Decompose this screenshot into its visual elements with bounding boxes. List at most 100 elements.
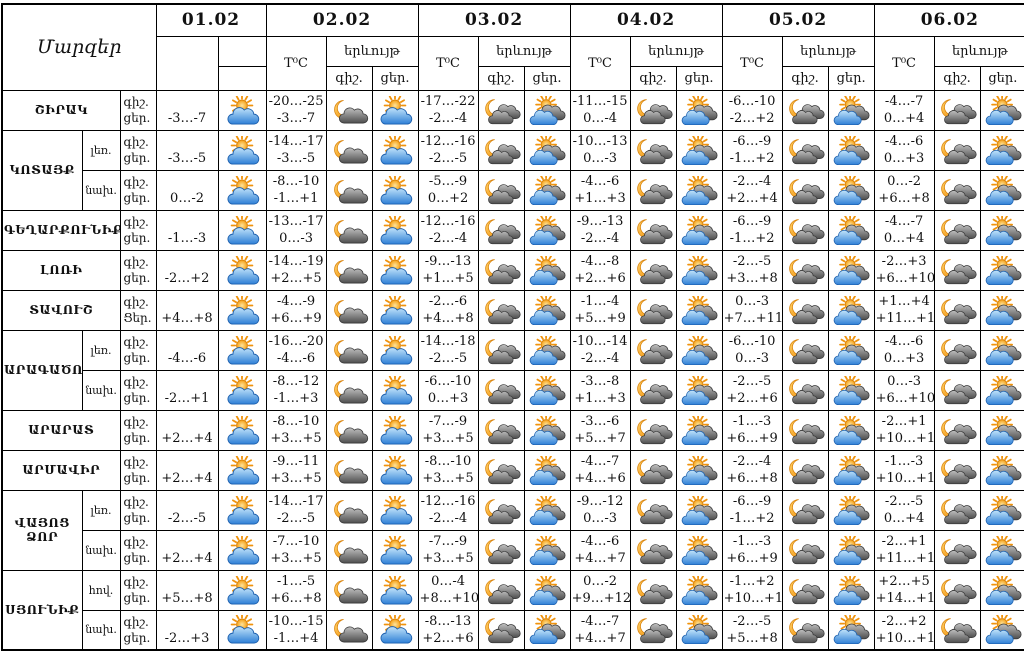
day-weather-icon-cell <box>675 609 723 651</box>
night-temp: -1…-3 <box>732 414 772 429</box>
moon-clouds-icon <box>637 458 673 484</box>
night-header: գիշ. <box>933 65 981 91</box>
zone-cell: հով. <box>81 569 121 611</box>
phenomenon-header: երևույթ <box>933 35 1024 67</box>
night-temp: -8…-13 <box>424 613 472 629</box>
temp-cell: -1…-4 +5…+9 <box>569 289 631 331</box>
night-temp <box>158 613 217 630</box>
temp-cell: -8…-13 +2…+6 <box>417 609 479 651</box>
night-weather-icon-cell <box>781 409 829 451</box>
day-temp: +3…+8 <box>726 271 778 286</box>
day-temp: +1…+3 <box>574 391 626 406</box>
temp-cell: -2…-5 0…+4 <box>873 489 935 531</box>
daypart-label-cell: գիշ. ցեր. <box>119 529 157 571</box>
night-temp: -20…-25 <box>268 94 324 109</box>
night-temp: -6…-10 <box>728 334 776 349</box>
sun-clouds-icon <box>833 135 870 165</box>
day-weather-icon-cell <box>523 569 571 611</box>
day-temp: -3…-7 <box>276 111 316 126</box>
night-weather-icon-cell <box>781 169 829 211</box>
sun-cloud-icon <box>380 415 413 445</box>
moon-clouds-icon <box>789 378 825 404</box>
day-temp: -1…+2 <box>729 511 775 526</box>
moon-cloud-icon <box>334 419 369 443</box>
day-temp: +5…+8 <box>161 591 213 606</box>
night-weather-icon-cell <box>933 609 981 651</box>
sun-clouds-icon <box>681 495 718 525</box>
day-temp: +6…+10 <box>875 271 935 286</box>
night-temp: -2…-4 <box>732 174 772 189</box>
temp-cell-first-day: -3…-5 <box>155 129 219 171</box>
moon-clouds-icon <box>941 218 977 244</box>
temp-cell: -10…-14 -2…-4 <box>569 329 631 371</box>
day-weather-icon-cell <box>523 129 571 171</box>
day-temp: +2…+6 <box>574 271 626 286</box>
moon-cloud-icon <box>334 539 369 563</box>
temp-cell: -2…+1 +11…+14 <box>873 529 935 571</box>
temp-cell: -2…-5 +3…+8 <box>721 249 783 291</box>
day-weather-icon-cell <box>675 249 723 291</box>
night-temp <box>158 413 217 430</box>
sun-cloud-icon <box>380 175 413 205</box>
sun-cloud-icon <box>380 95 413 125</box>
temp-header: T⁰C <box>873 35 935 91</box>
moon-cloud-icon <box>334 219 369 243</box>
sun-clouds-icon <box>985 295 1022 325</box>
day-weather-icon-cell <box>979 89 1024 131</box>
daypart-label-cell: գիշ. ցեր. <box>119 449 157 491</box>
day-temp: -2…-5 <box>276 511 316 526</box>
night-temp: -2…+1 <box>881 414 927 429</box>
night-label: գիշ. <box>123 375 149 389</box>
night-weather-icon-cell <box>933 89 981 131</box>
night-temp: +2…+5 <box>878 574 930 589</box>
night-header: գիշ. <box>477 65 525 91</box>
day-weather-icon-cell <box>371 569 419 611</box>
temp-cell: -6…-10 -2…+2 <box>721 89 783 131</box>
sun-clouds-icon <box>833 615 870 645</box>
sun-clouds-icon <box>529 95 566 125</box>
day-temp: -2…-5 <box>428 151 468 166</box>
night-temp: -6…-10 <box>424 374 472 389</box>
night-weather-icon-cell <box>325 529 373 571</box>
night-temp: -4…-8 <box>580 254 620 269</box>
night-weather-icon-cell <box>781 569 829 611</box>
zone-cell: լեռ. <box>81 129 121 171</box>
night-temp: -4…-9 <box>276 294 316 309</box>
moon-clouds-icon <box>485 458 521 484</box>
moon-clouds-icon <box>941 538 977 564</box>
temp-cell-first-day: -2…-5 <box>155 489 219 531</box>
night-weather-icon-cell <box>933 489 981 531</box>
weather-icon-cell <box>217 489 267 531</box>
day-temp: +2…+4 <box>161 471 213 486</box>
temp-cell: -17…-22 -2…-4 <box>417 89 479 131</box>
sun-clouds-icon <box>529 575 566 605</box>
moon-cloud-icon <box>334 139 369 163</box>
sun-cloud-icon <box>227 255 260 285</box>
table-row: ԱՐՄԱՎԻՐ գիշ. ցեր. +2…+4 -9…-11 +3…+5 -8…-10 +3… <box>1 449 1024 491</box>
temp-cell: -1…+2 +10…+13 <box>721 569 783 611</box>
night-weather-icon-cell <box>781 89 829 131</box>
moon-cloud-icon <box>334 619 369 643</box>
day-temp: -1…+2 <box>729 151 775 166</box>
day-weather-icon-cell <box>675 569 723 611</box>
day-weather-icon-cell <box>675 89 723 131</box>
day-label: ցեր. <box>123 551 151 565</box>
night-weather-icon-cell <box>781 129 829 171</box>
temp-cell-first-day: -4…-6 <box>155 329 219 371</box>
daypart-label-cell: գիշ. ցեր. <box>119 489 157 531</box>
sun-clouds-icon <box>681 615 718 645</box>
sun-clouds-icon <box>985 255 1022 285</box>
sun-clouds-icon <box>529 535 566 565</box>
day-temp: +2…+4 <box>161 431 213 446</box>
night-temp <box>158 373 217 390</box>
day-weather-icon-cell <box>523 409 571 451</box>
night-temp: -14…-18 <box>420 334 476 349</box>
sun-clouds-icon <box>985 135 1022 165</box>
night-label: գիշ. <box>123 455 149 469</box>
night-weather-icon-cell <box>325 169 373 211</box>
day-temp: +10…+13 <box>875 431 934 446</box>
day-weather-icon-cell <box>979 289 1024 331</box>
moon-clouds-icon <box>485 138 521 164</box>
sun-cloud-icon <box>380 535 413 565</box>
sun-clouds-icon <box>681 535 718 565</box>
